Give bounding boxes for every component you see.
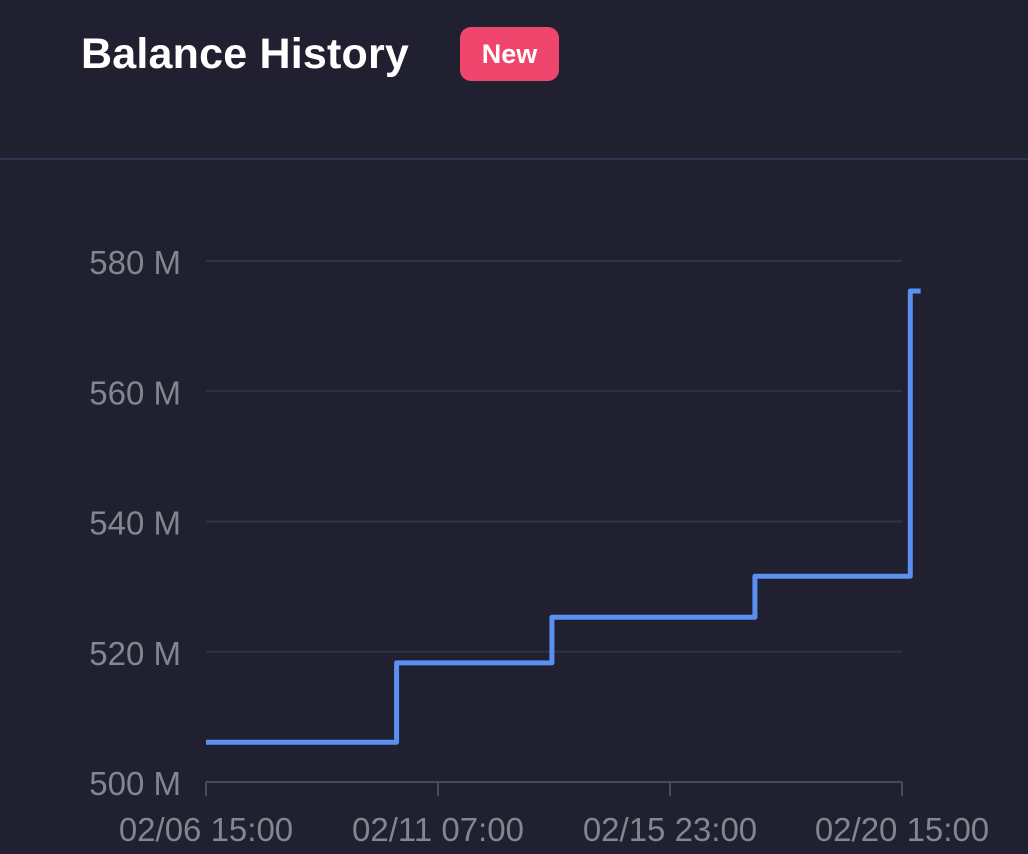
x-tick-label: 02/20 15:00 xyxy=(815,811,989,848)
series-layer xyxy=(205,288,921,745)
chart-title: Balance History xyxy=(81,30,410,78)
y-axis-ticks: 580 M 560 M 540 M 520 M 500 M xyxy=(89,244,181,802)
y-tick-label: 520 M xyxy=(89,635,181,672)
header-divider xyxy=(0,158,1028,160)
x-tick-label: 02/11 07:00 xyxy=(352,811,524,848)
x-tick-label: 02/15 23:00 xyxy=(583,811,757,848)
new-badge: New xyxy=(460,27,559,81)
balance-series-line xyxy=(206,288,921,745)
y-tick-label: 580 M xyxy=(89,244,181,281)
x-axis: 02/06 15:00 02/11 07:00 02/15 23:00 02/20 1… xyxy=(119,781,989,848)
y-tick-label: 500 M xyxy=(89,765,181,802)
y-tick-label: 560 M xyxy=(89,374,181,411)
x-tick-label: 02/06 15:00 xyxy=(119,811,293,848)
y-tick-label: 540 M xyxy=(89,505,181,542)
chart-header: Balance History New xyxy=(0,0,1028,158)
grid-lines xyxy=(206,260,902,653)
